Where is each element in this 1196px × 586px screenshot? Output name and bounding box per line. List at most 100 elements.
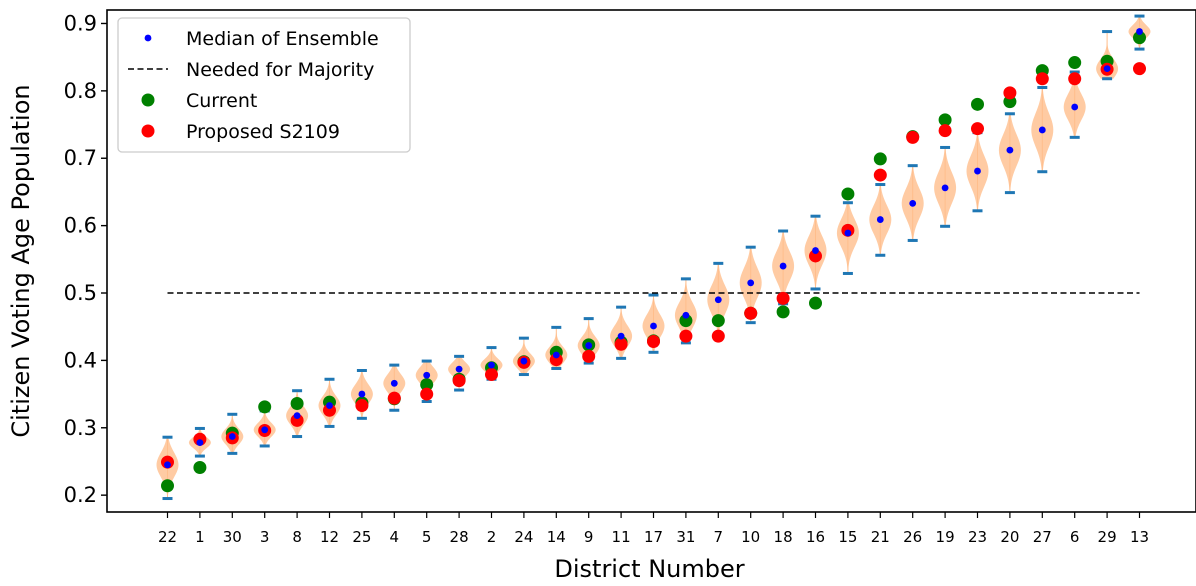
- proposed-point-5: [420, 387, 434, 401]
- x-tick-label: 21: [871, 528, 890, 546]
- y-tick-label: 0.5: [64, 281, 97, 305]
- x-tick-label: 20: [1000, 528, 1019, 546]
- y-tick-label: 0.3: [64, 416, 97, 440]
- proposed-point-21: [873, 168, 887, 182]
- median-point-18: [779, 262, 787, 270]
- proposed-point-25: [355, 399, 369, 413]
- proposed-point-26: [906, 130, 920, 144]
- y-tick-label: 0.8: [64, 79, 97, 103]
- legend-median-label: Median of Ensemble: [186, 28, 379, 50]
- current-point-1: [193, 461, 207, 475]
- y-tick-label: 0.9: [64, 11, 97, 35]
- x-tick-label: 25: [352, 528, 371, 546]
- median-point-12: [326, 402, 333, 409]
- median-point-26: [909, 199, 917, 207]
- proposed-point-20: [1003, 86, 1017, 100]
- y-tick-label: 0.7: [64, 146, 97, 170]
- plot-frame: [106, 9, 1196, 513]
- x-tick-label: 6: [1070, 528, 1080, 546]
- x-tick-label: 11: [612, 528, 631, 546]
- proposed-point-19: [938, 124, 952, 138]
- x-tick-label: 23: [968, 528, 987, 546]
- current-point-21: [873, 152, 887, 166]
- proposed-point-2: [485, 368, 498, 382]
- median-point-13: [1136, 28, 1143, 35]
- x-tick-label: 2: [487, 528, 497, 546]
- median-point-31: [682, 311, 690, 319]
- legend-proposed-label: Proposed S2109: [186, 121, 340, 143]
- current-point-7: [711, 314, 725, 328]
- median-point-6: [1071, 103, 1079, 111]
- proposed-point-4: [387, 391, 401, 405]
- proposed-point-18: [776, 291, 790, 305]
- x-tick-label: 28: [450, 528, 469, 546]
- median-point-1: [196, 439, 204, 446]
- legend-current-label: Current: [186, 90, 257, 112]
- median-point-29: [1103, 65, 1111, 73]
- proposed-point-13: [1133, 62, 1146, 76]
- legend-median-marker: [144, 34, 152, 42]
- current-point-6: [1068, 56, 1082, 70]
- y-tick-label: 0.4: [64, 348, 97, 372]
- current-point-13: [1133, 31, 1146, 45]
- median-point-23: [974, 167, 981, 175]
- x-tick-label: 1: [195, 528, 205, 546]
- median-point-21: [876, 216, 884, 223]
- median-point-22: [164, 461, 171, 469]
- current-point-8: [290, 397, 304, 411]
- x-tick-label: 26: [903, 528, 922, 546]
- proposed-point-14: [549, 353, 563, 367]
- y-axis-ticks: 0.2 0.3 0.4 0.5 0.6 0.7 0.8 0.9: [64, 11, 107, 507]
- median-point-8: [293, 412, 301, 420]
- x-tick-label: 3: [260, 528, 270, 546]
- proposed-point-8: [290, 413, 304, 427]
- current-point-19: [938, 113, 952, 127]
- x-axis-title: District Number: [554, 555, 744, 583]
- proposed-point-28: [452, 374, 466, 388]
- median-point-3: [261, 426, 269, 434]
- x-tick-label: 22: [158, 528, 177, 546]
- current-point-16: [809, 296, 822, 310]
- median-point-5: [423, 371, 431, 379]
- current-point-3: [258, 400, 272, 414]
- median-point-9: [585, 342, 593, 349]
- proposed-point-6: [1068, 72, 1082, 86]
- current-point-22: [161, 479, 174, 493]
- current-point-18: [776, 305, 790, 319]
- x-tick-label: 18: [774, 528, 793, 546]
- median-point-30: [228, 433, 236, 440]
- current-point-23: [971, 97, 984, 111]
- median-point-11: [617, 332, 625, 340]
- y-axis-title: Citizen Voting Age Population: [7, 84, 35, 437]
- legend-majority-label: Needed for Majority: [186, 59, 374, 81]
- x-tick-label: 10: [741, 528, 760, 546]
- median-point-17: [650, 322, 657, 330]
- median-point-28: [455, 365, 463, 373]
- proposed-points: [161, 62, 1146, 469]
- y-tick-label: 0.2: [64, 483, 97, 507]
- x-tick-label: 4: [390, 528, 400, 546]
- x-tick-label: 24: [514, 528, 533, 546]
- legend-proposed-marker: [141, 124, 155, 138]
- x-tick-label: 31: [676, 528, 695, 546]
- current-point-31: [679, 314, 693, 328]
- legend-box: [117, 17, 411, 153]
- median-point-16: [812, 247, 819, 254]
- proposed-point-7: [711, 329, 725, 343]
- x-tick-label: 30: [223, 528, 242, 546]
- proposed-point-11: [614, 337, 628, 351]
- x-tick-label: 19: [936, 528, 955, 546]
- median-point-19: [941, 184, 949, 192]
- median-points: [164, 28, 1143, 469]
- x-tick-label: 15: [838, 528, 857, 546]
- proposed-point-9: [582, 349, 596, 363]
- proposed-point-27: [1035, 72, 1049, 86]
- x-tick-label: 12: [320, 528, 339, 546]
- x-tick-label: 5: [422, 528, 432, 546]
- legend-current-marker: [141, 93, 155, 107]
- x-tick-label: 29: [1098, 528, 1117, 546]
- proposed-point-10: [744, 306, 758, 320]
- x-tick-label: 13: [1130, 528, 1149, 546]
- median-point-25: [358, 390, 366, 398]
